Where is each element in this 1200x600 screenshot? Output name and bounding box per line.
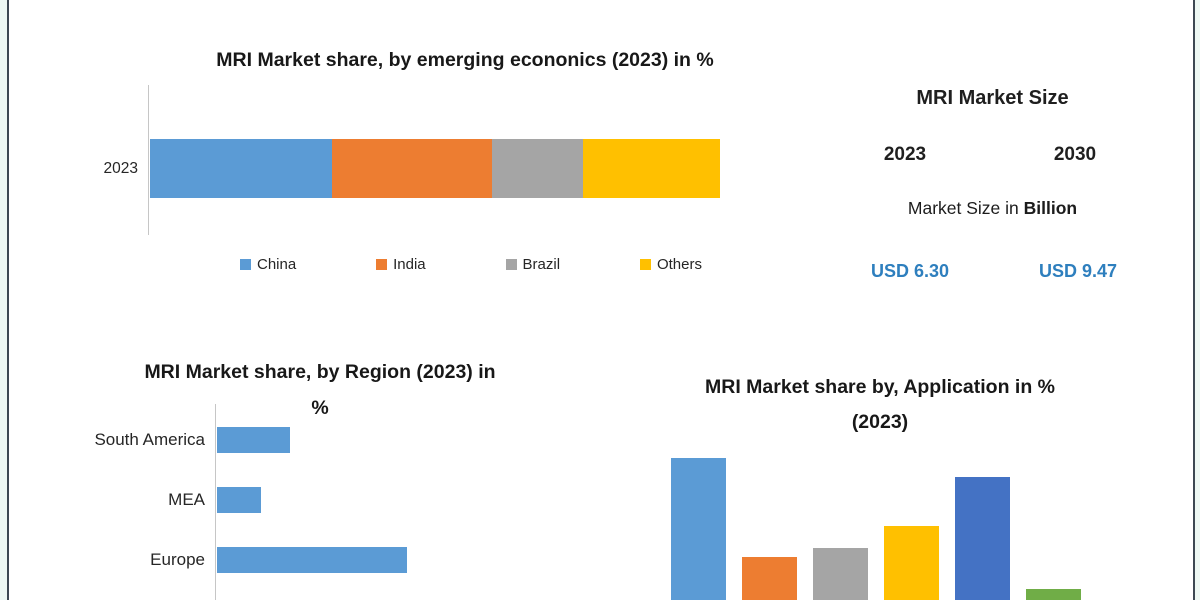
legend-label: China (257, 256, 297, 273)
market-size-title: MRI Market Size (916, 86, 1069, 109)
legend-swatch-india-icon (376, 259, 388, 270)
legend-item-others: Others (639, 256, 702, 273)
region-bar (217, 487, 261, 513)
region-label: South America (94, 430, 205, 449)
stacked-segment-others (583, 139, 720, 198)
region-label: MEA (168, 490, 205, 509)
stacked-segment-china (150, 139, 333, 198)
region-bar (217, 427, 290, 453)
legend-item-china: China (240, 256, 296, 273)
market-size-caption-bold: Billion (1023, 198, 1078, 218)
legend-label: Brazil (522, 256, 561, 273)
app-bar-4 (884, 526, 939, 600)
stacked-bar (150, 139, 720, 198)
y-axis-line (148, 85, 149, 235)
app-bar-5 (955, 477, 1010, 600)
stacked-segment-brazil (491, 139, 584, 198)
market-size-caption-regular: Market Size in (907, 198, 1024, 218)
region-row-europe: Europe (20, 530, 600, 590)
chart-title-region-line2: % (311, 397, 329, 420)
chart-title-application: MRI Market share by, Application in % (20… (630, 370, 1130, 440)
y-axis-line (215, 404, 216, 600)
app-bar-3 (813, 548, 868, 600)
category-label-2023: 2023 (103, 160, 138, 177)
chart-title-emerging-economies: MRI Market share, by emerging econonics … (216, 49, 714, 72)
legend-swatch-brazil-icon (505, 259, 517, 270)
chart-title-application-line2: (2023) (851, 411, 909, 434)
chart-title-application-line1: MRI Market share by, Application in % (705, 376, 1055, 399)
region-plot: South America MEA Europe (20, 410, 600, 600)
market-size-caption: Market Size in Billion (845, 198, 1140, 219)
region-row-south-america: South America (20, 410, 600, 470)
legend-label: India (393, 256, 426, 273)
app-bar-2 (742, 557, 797, 600)
app-bar-6 (1026, 589, 1081, 600)
app-bar-1 (671, 458, 726, 600)
region-bar (217, 547, 407, 573)
legend-swatch-china-icon (240, 259, 251, 270)
legend: China India Brazil Others (240, 256, 702, 273)
market-size-value-2023: USD 6.30 (870, 261, 950, 281)
stacked-segment-india (332, 139, 492, 198)
year-2023-label: 2023 (883, 144, 927, 165)
year-2030-label: 2030 (1053, 144, 1097, 165)
legend-swatch-others-icon (639, 259, 651, 270)
market-size-value-2030: USD 9.47 (1038, 261, 1118, 281)
legend-item-brazil: Brazil (505, 256, 561, 273)
legend-item-india: India (376, 256, 426, 273)
chart-title-region-line1: MRI Market share, by Region (2023) in (144, 361, 496, 384)
region-label: Europe (150, 550, 205, 569)
legend-label: Others (656, 256, 702, 273)
application-plot (671, 457, 1083, 600)
chart-title-region: MRI Market share, by Region (2023) in% (55, 354, 585, 426)
region-row-mea: MEA (20, 470, 600, 530)
